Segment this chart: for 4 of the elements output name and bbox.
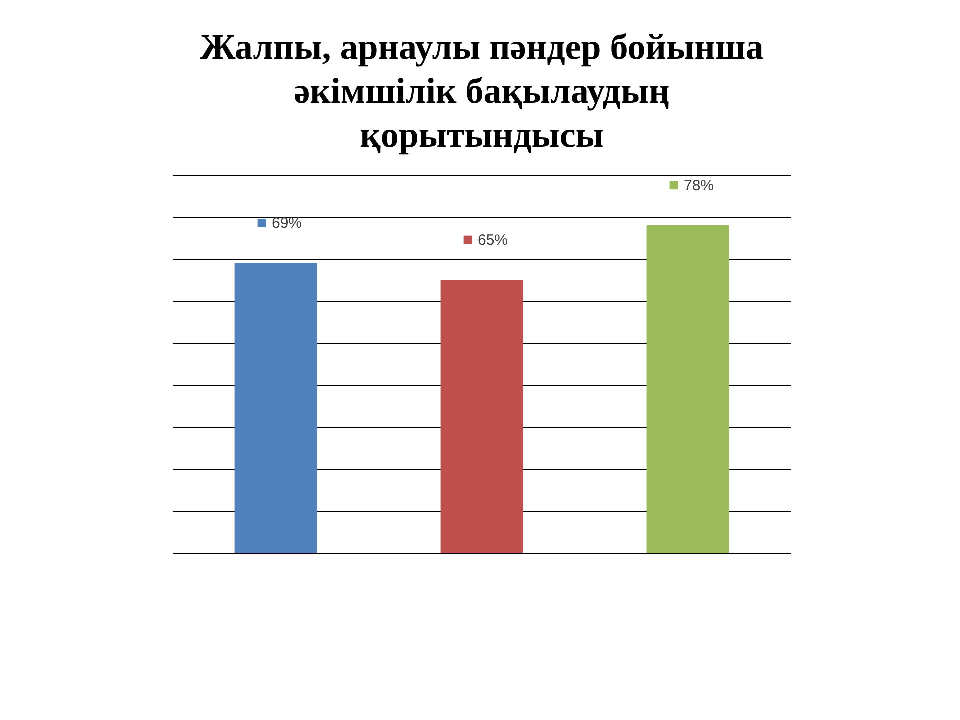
chart-title: Жалпы, арнаулы пәндер бойынша әкімшілік бақылаудың қорытындысы <box>200 27 764 155</box>
data-label: 69% <box>272 215 302 232</box>
data-label: 65% <box>478 232 508 249</box>
data-label: 78% <box>684 177 714 194</box>
